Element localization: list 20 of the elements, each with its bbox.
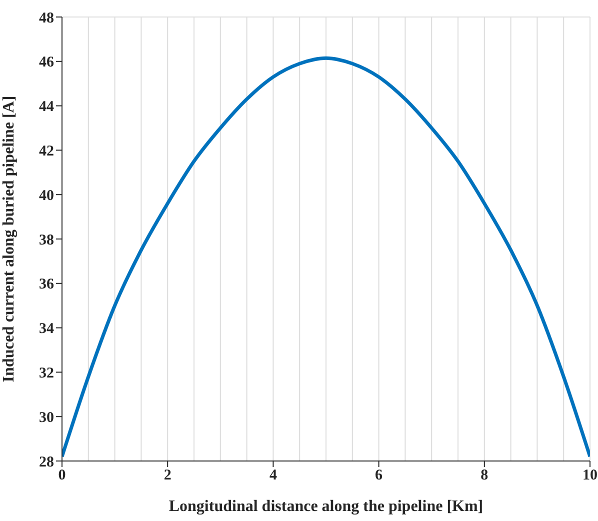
y-tick-label: 32	[39, 366, 54, 382]
x-axis-title: Longitudinal distance along the pipeline [Km]	[168, 498, 484, 515]
y-tick-label: 28	[39, 454, 54, 470]
y-tick-label: 36	[39, 276, 54, 293]
y-axis-title: Induced current along buried pipeline [A]	[0, 96, 18, 382]
y-tick-label: 30	[39, 410, 54, 426]
y-tick-label: 38	[39, 232, 54, 248]
line-series	[62, 56, 590, 458]
x-tick-label: 2	[164, 468, 172, 484]
y-tick-label: 34	[39, 321, 54, 338]
x-tick-label: 6	[375, 468, 384, 484]
x-tick-label: 4	[269, 468, 278, 484]
y-tick-label: 44	[39, 99, 54, 116]
y-tick-label: 42	[39, 144, 54, 160]
y-tick-label: 46	[39, 54, 54, 71]
x-tick-label: 10	[582, 468, 598, 484]
y-tick-label: 40	[39, 188, 54, 204]
y-tick-label: 48	[39, 10, 54, 26]
x-tick-label: 0	[58, 468, 66, 484]
x-tick-label: 8	[480, 468, 488, 484]
